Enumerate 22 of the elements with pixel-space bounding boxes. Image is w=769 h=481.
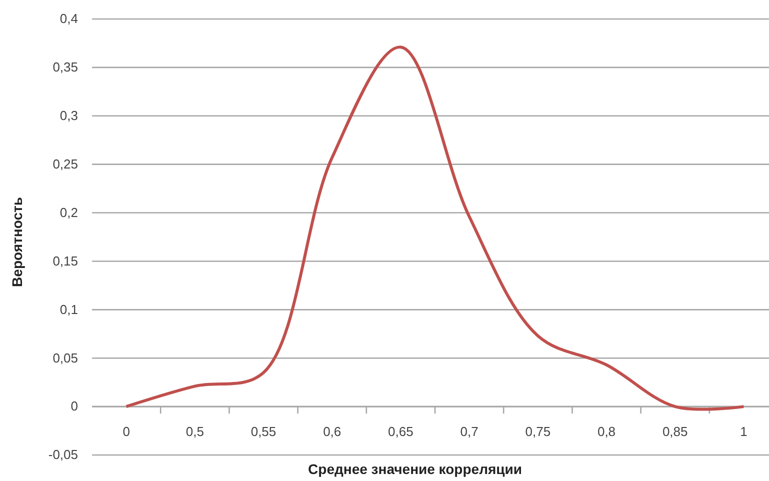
y-tick-label: 0,25 — [52, 156, 78, 172]
y-tick-label: 0,4 — [60, 11, 78, 26]
y-axis-title: Вероятность — [9, 196, 25, 287]
y-tick-label: 0,1 — [60, 302, 78, 317]
x-tick-label: 0,8 — [597, 424, 616, 439]
x-tick-label: 0,7 — [460, 424, 478, 439]
y-tick-label: 0,15 — [52, 253, 78, 268]
y-tick-label: 0,3 — [60, 108, 78, 124]
y-tick-label: 0,05 — [52, 350, 78, 366]
y-tick-label: 0 — [70, 398, 78, 414]
x-tick-label: 0,55 — [250, 424, 276, 439]
y-tick-label: 0,35 — [52, 60, 78, 75]
x-tick-label: 0 — [122, 424, 130, 439]
x-tick-label: 0,65 — [388, 424, 414, 439]
x-tick-label: 1 — [740, 424, 748, 439]
y-tick-label: 0,2 — [60, 204, 78, 220]
y-tick-label: -0,05 — [48, 447, 78, 462]
x-tick-label: 0,5 — [186, 424, 204, 439]
x-tick-label: 0,85 — [662, 424, 688, 439]
x-axis-title: Среднее значение корреляции — [308, 461, 522, 477]
x-tick-label: 0,75 — [525, 424, 551, 439]
x-tick-label: 0,6 — [323, 424, 342, 439]
